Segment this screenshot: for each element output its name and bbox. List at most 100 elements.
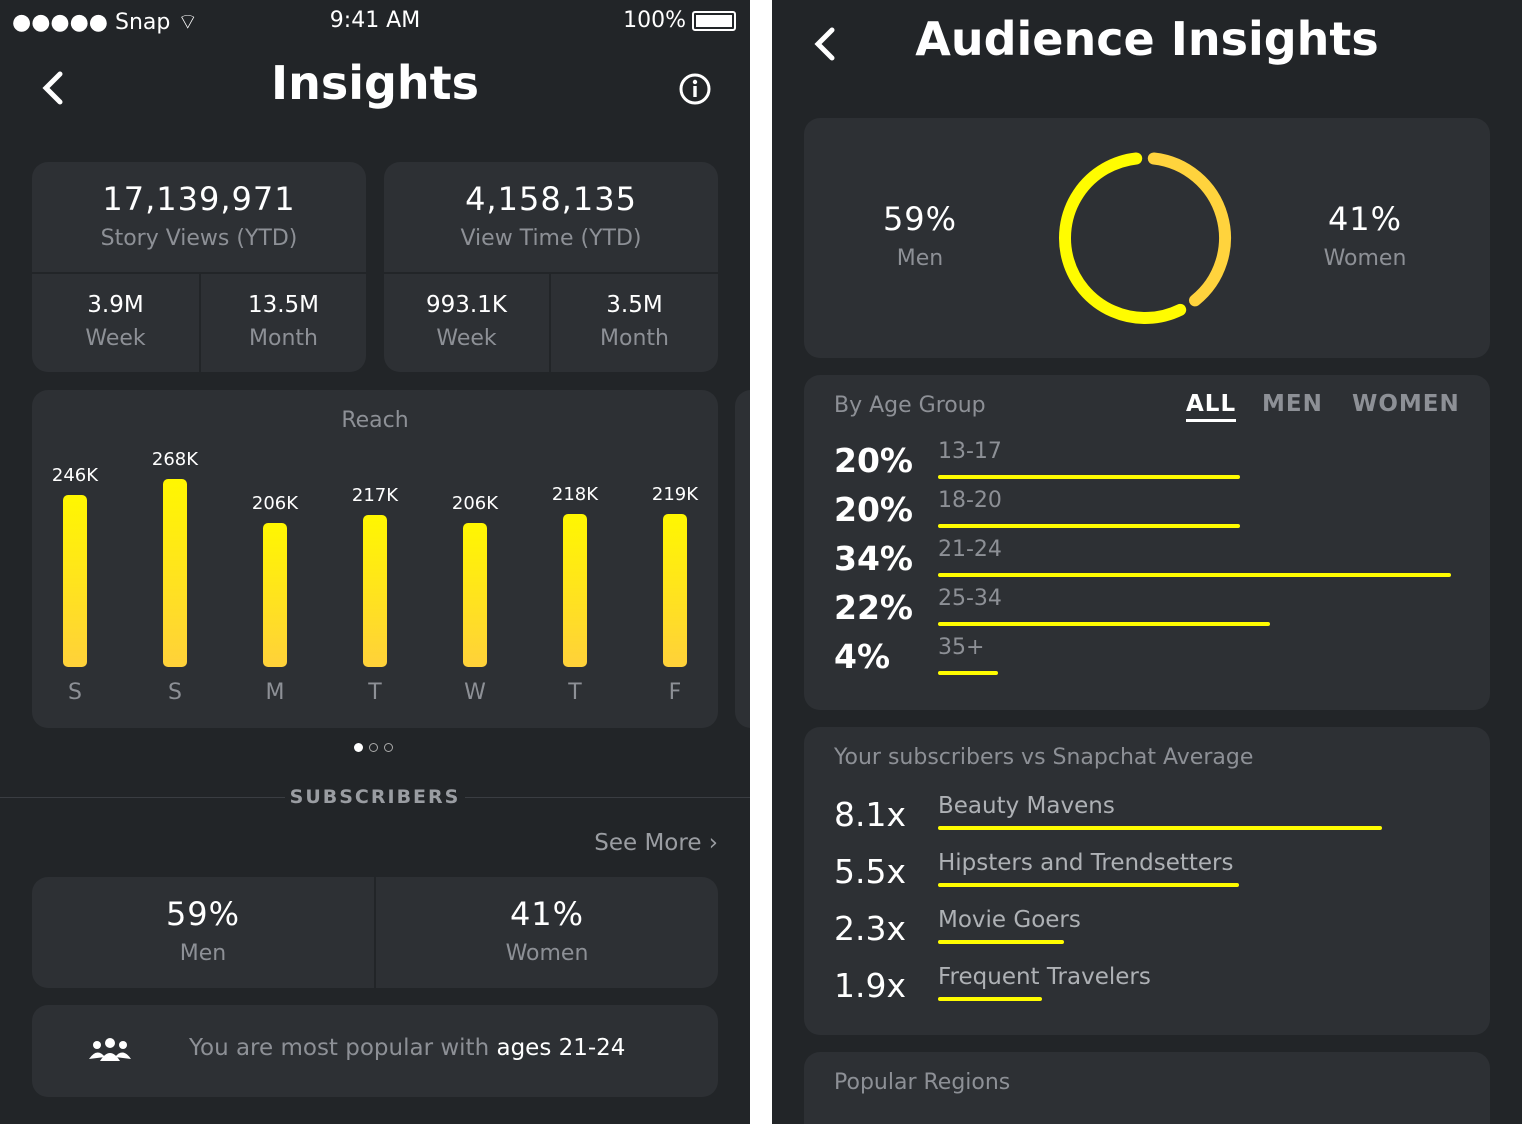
reach-day-label: F — [668, 680, 682, 705]
back-chevron-icon[interactable] — [38, 70, 66, 106]
comparison-bar — [938, 940, 1065, 944]
story-views-month-label: Month — [249, 326, 318, 351]
people-group-icon — [89, 1038, 131, 1061]
reach-bar — [163, 479, 187, 667]
reach-bar — [663, 513, 687, 667]
reach-day-label: W — [464, 680, 486, 705]
men-percent: 59% — [165, 895, 241, 933]
chevron-right-icon: › — [708, 830, 718, 856]
view-time-month-value: 3.5M — [606, 292, 663, 318]
reach-bar-value: 217K — [351, 485, 399, 507]
reach-bar — [63, 494, 87, 667]
view-time-week-value: 993.1K — [426, 292, 507, 318]
interest-label: Beauty Mavens — [938, 793, 1115, 819]
back-chevron-icon[interactable] — [810, 26, 838, 62]
wifi-icon: ⌔ — [177, 10, 199, 35]
popular-age-card: You are most popular with ages 21-24 — [32, 1005, 718, 1097]
popular-prefix: You are most popular with — [189, 1035, 497, 1061]
men-arc — [1059, 152, 1187, 324]
view-time-month-label: Month — [600, 326, 669, 351]
reach-bar-value: 268K — [151, 449, 199, 471]
men-label: Men — [896, 246, 944, 271]
reach-bar — [563, 514, 587, 667]
story-views-card: 17,139,971 Story Views (YTD) 3.9M Week 1… — [32, 162, 366, 372]
age-percent: 4% — [834, 637, 891, 676]
info-icon[interactable] — [678, 72, 712, 106]
age-range-label: 25-34 — [938, 586, 1002, 611]
age-bar — [938, 573, 1452, 577]
popular-highlight: ages 21-24 — [496, 1035, 626, 1061]
reach-bar-value: 206K — [251, 492, 299, 514]
story-views-week-label: Week — [85, 326, 146, 351]
age-range-label: 13-17 — [938, 439, 1002, 464]
reach-day-label: S — [68, 680, 82, 705]
gender-donut-chart — [1059, 152, 1231, 324]
battery-percent: 100% — [623, 8, 686, 33]
interest-label: Frequent Travelers — [938, 964, 1151, 990]
age-percent: 34% — [834, 539, 913, 578]
reach-bar — [263, 522, 287, 667]
see-more-link[interactable]: See More › — [594, 830, 718, 856]
story-views-week-value: 3.9M — [87, 292, 144, 318]
page-dot-active[interactable] — [354, 743, 363, 752]
status-carrier: ●●●●● Snap ⌔ — [12, 8, 198, 36]
comparison-bar — [938, 826, 1382, 830]
comparison-multiplier: 1.9x — [834, 966, 907, 1005]
men-percent: 59% — [882, 200, 958, 238]
reach-day-label: M — [265, 680, 285, 705]
view-time-card: 4,158,135 View Time (YTD) 993.1K Week 3.… — [384, 162, 718, 372]
see-more-label: See More — [594, 830, 702, 856]
reach-title: Reach — [341, 408, 409, 433]
comparison-multiplier: 5.5x — [834, 852, 907, 891]
reach-bar — [363, 515, 387, 667]
age-range-label: 18-20 — [938, 488, 1002, 513]
reach-chart-card[interactable]: Reach 246K S 268K S 206K M 217K T 206K W 218K T 219K… — [32, 390, 718, 728]
reach-bar-value: 219K — [651, 483, 699, 505]
popular-age-text: You are most popular with ages 21-24 — [189, 1035, 625, 1061]
status-battery: 100% — [623, 8, 736, 33]
page-indicator[interactable] — [354, 743, 393, 752]
view-time-week-label: Week — [436, 326, 497, 351]
gender-donut-card: 59% Men 41% Women — [804, 118, 1490, 358]
battery-icon — [692, 10, 736, 31]
tab-women[interactable]: WOMEN — [1352, 391, 1460, 417]
age-bar — [938, 671, 999, 675]
comparison-bar — [938, 997, 1043, 1001]
reach-bar-value: 206K — [451, 492, 499, 514]
women-percent: 41% — [1327, 200, 1403, 238]
women-arc — [1147, 152, 1231, 307]
subscribers-heading: SUBSCRIBERS — [285, 786, 465, 808]
comparison-multiplier: 2.3x — [834, 909, 907, 948]
page-title: Audience Insights — [915, 12, 1379, 66]
story-views-month-value: 13.5M — [247, 292, 320, 318]
audience-insights-screen: Audience Insights 59% Men 41% Women By A… — [772, 0, 1522, 1124]
age-bar — [938, 524, 1240, 528]
story-views-label: Story Views (YTD) — [100, 226, 298, 251]
age-bar — [938, 622, 1271, 626]
age-bar — [938, 475, 1240, 479]
men-label: Men — [179, 941, 227, 966]
page-dot[interactable] — [384, 743, 393, 752]
status-time: 9:41 AM — [329, 8, 421, 33]
popular-regions-title: Popular Regions — [834, 1070, 1011, 1095]
view-time-value: 4,158,135 — [465, 180, 637, 218]
page-title: Insights — [270, 56, 480, 110]
reach-bar-value: 246K — [51, 464, 99, 486]
insights-screen: ●●●●● Snap ⌔ 9:41 AM 100% Insights 17,13… — [0, 0, 750, 1124]
women-label: Women — [505, 941, 589, 966]
women-percent: 41% — [509, 895, 585, 933]
popular-regions-card[interactable]: Popular Regions — [804, 1052, 1490, 1124]
next-chart-card-peek[interactable] — [735, 390, 750, 728]
tab-men[interactable]: MEN — [1262, 391, 1323, 417]
tab-all[interactable]: ALL — [1186, 391, 1237, 422]
comparison-bar — [938, 883, 1240, 887]
reach-bar — [463, 522, 487, 667]
comparison-title: Your subscribers vs Snapchat Average — [834, 745, 1254, 770]
page-dot[interactable] — [369, 743, 378, 752]
signal-icon: ●●●●● — [12, 10, 108, 35]
interest-label: Hipsters and Trendsetters — [938, 850, 1234, 876]
reach-day-label: S — [168, 680, 182, 705]
reach-day-label: T — [568, 680, 582, 705]
age-group-card: By Age Group ALL MEN WOMEN 20% 13-17 20% 18… — [804, 375, 1490, 710]
gender-card: 59% Men 41% Women — [32, 877, 718, 988]
